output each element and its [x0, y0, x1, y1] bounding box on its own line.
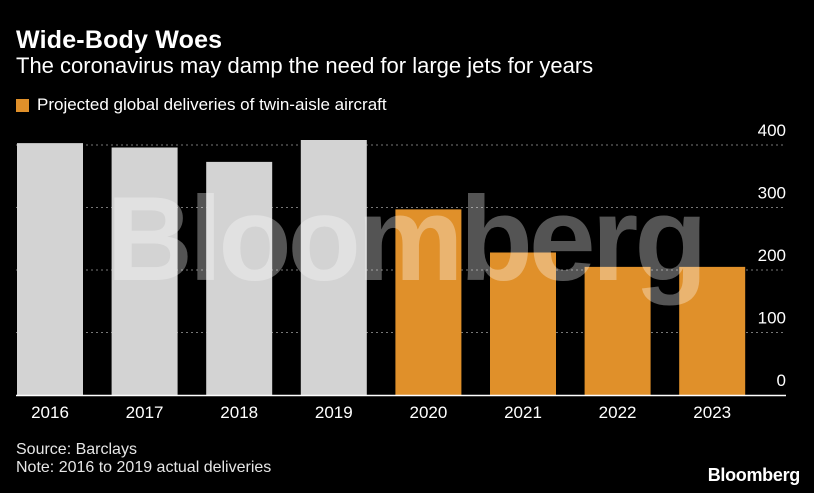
- x-tick-label-2021: 2021: [504, 403, 542, 422]
- legend-swatch-projected: [16, 98, 29, 112]
- chart-title: Wide-Body Woes: [16, 26, 223, 54]
- bar-2017: [111, 147, 178, 395]
- source-note: Source: Barclays: [16, 441, 137, 458]
- y-tick-label: 100: [758, 309, 786, 328]
- y-tick-label: 0: [777, 371, 786, 390]
- x-tick-label-2016: 2016: [31, 403, 69, 422]
- y-tick-label: 300: [758, 184, 786, 203]
- y-tick-label: 400: [758, 121, 786, 140]
- bar-2022: [584, 266, 651, 395]
- bar-2018: [206, 161, 273, 395]
- footer: Source: Barclays Note: 2016 to 2019 actu…: [16, 441, 271, 477]
- x-tick-label-2019: 2019: [315, 403, 353, 422]
- x-tick-label-2018: 2018: [220, 403, 258, 422]
- bar-2023: [679, 266, 746, 395]
- bar-2020: [395, 209, 462, 395]
- bloomberg-logo: Bloomberg: [707, 465, 801, 485]
- legend: Projected global deliveries of twin-aisl…: [16, 95, 387, 115]
- x-tick-label-2023: 2023: [693, 403, 731, 422]
- x-tick-label-2020: 2020: [409, 403, 447, 422]
- legend-label-projected: Projected global deliveries of twin-aisl…: [37, 95, 387, 114]
- bar-2019: [300, 140, 367, 395]
- bloomberg-watermark: Bloomberg: [106, 172, 703, 306]
- bar-2021: [490, 252, 556, 395]
- x-tick-label-2017: 2017: [126, 403, 164, 422]
- bar-2016: [17, 143, 83, 395]
- y-tick-label: 200: [758, 246, 786, 265]
- data-note: Note: 2016 to 2019 actual deliveries: [16, 459, 272, 476]
- x-tick-label-2022: 2022: [599, 403, 637, 422]
- chart-subtitle: The coronavirus may damp the need for la…: [16, 53, 594, 78]
